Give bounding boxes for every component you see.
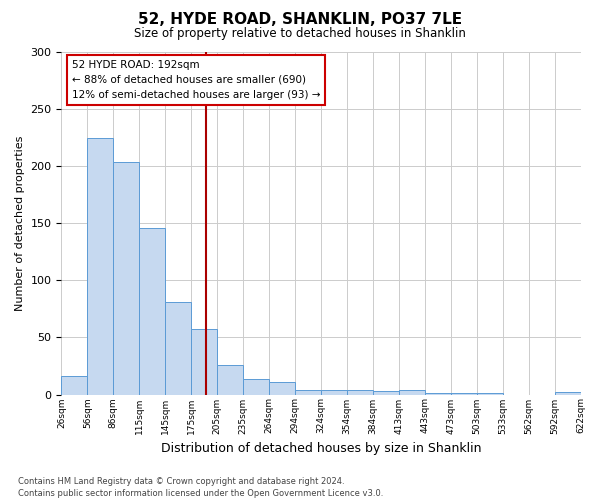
Bar bbox=[165, 302, 191, 394]
Bar bbox=[243, 378, 269, 394]
Bar bbox=[113, 162, 139, 394]
Bar bbox=[269, 382, 295, 394]
Text: 52 HYDE ROAD: 192sqm
← 88% of detached houses are smaller (690)
12% of semi-deta: 52 HYDE ROAD: 192sqm ← 88% of detached h… bbox=[72, 60, 320, 100]
Bar bbox=[139, 228, 165, 394]
Bar bbox=[88, 138, 113, 394]
Bar bbox=[295, 390, 321, 394]
Bar bbox=[61, 376, 88, 394]
Bar bbox=[399, 390, 425, 394]
X-axis label: Distribution of detached houses by size in Shanklin: Distribution of detached houses by size … bbox=[161, 442, 481, 455]
Text: 52, HYDE ROAD, SHANKLIN, PO37 7LE: 52, HYDE ROAD, SHANKLIN, PO37 7LE bbox=[138, 12, 462, 28]
Y-axis label: Number of detached properties: Number of detached properties bbox=[15, 136, 25, 310]
Bar bbox=[347, 390, 373, 394]
Bar bbox=[217, 365, 243, 394]
Bar bbox=[554, 392, 581, 394]
Text: Contains HM Land Registry data © Crown copyright and database right 2024.
Contai: Contains HM Land Registry data © Crown c… bbox=[18, 476, 383, 498]
Bar bbox=[191, 330, 217, 394]
Bar bbox=[373, 391, 399, 394]
Text: Size of property relative to detached houses in Shanklin: Size of property relative to detached ho… bbox=[134, 28, 466, 40]
Bar bbox=[321, 390, 347, 394]
